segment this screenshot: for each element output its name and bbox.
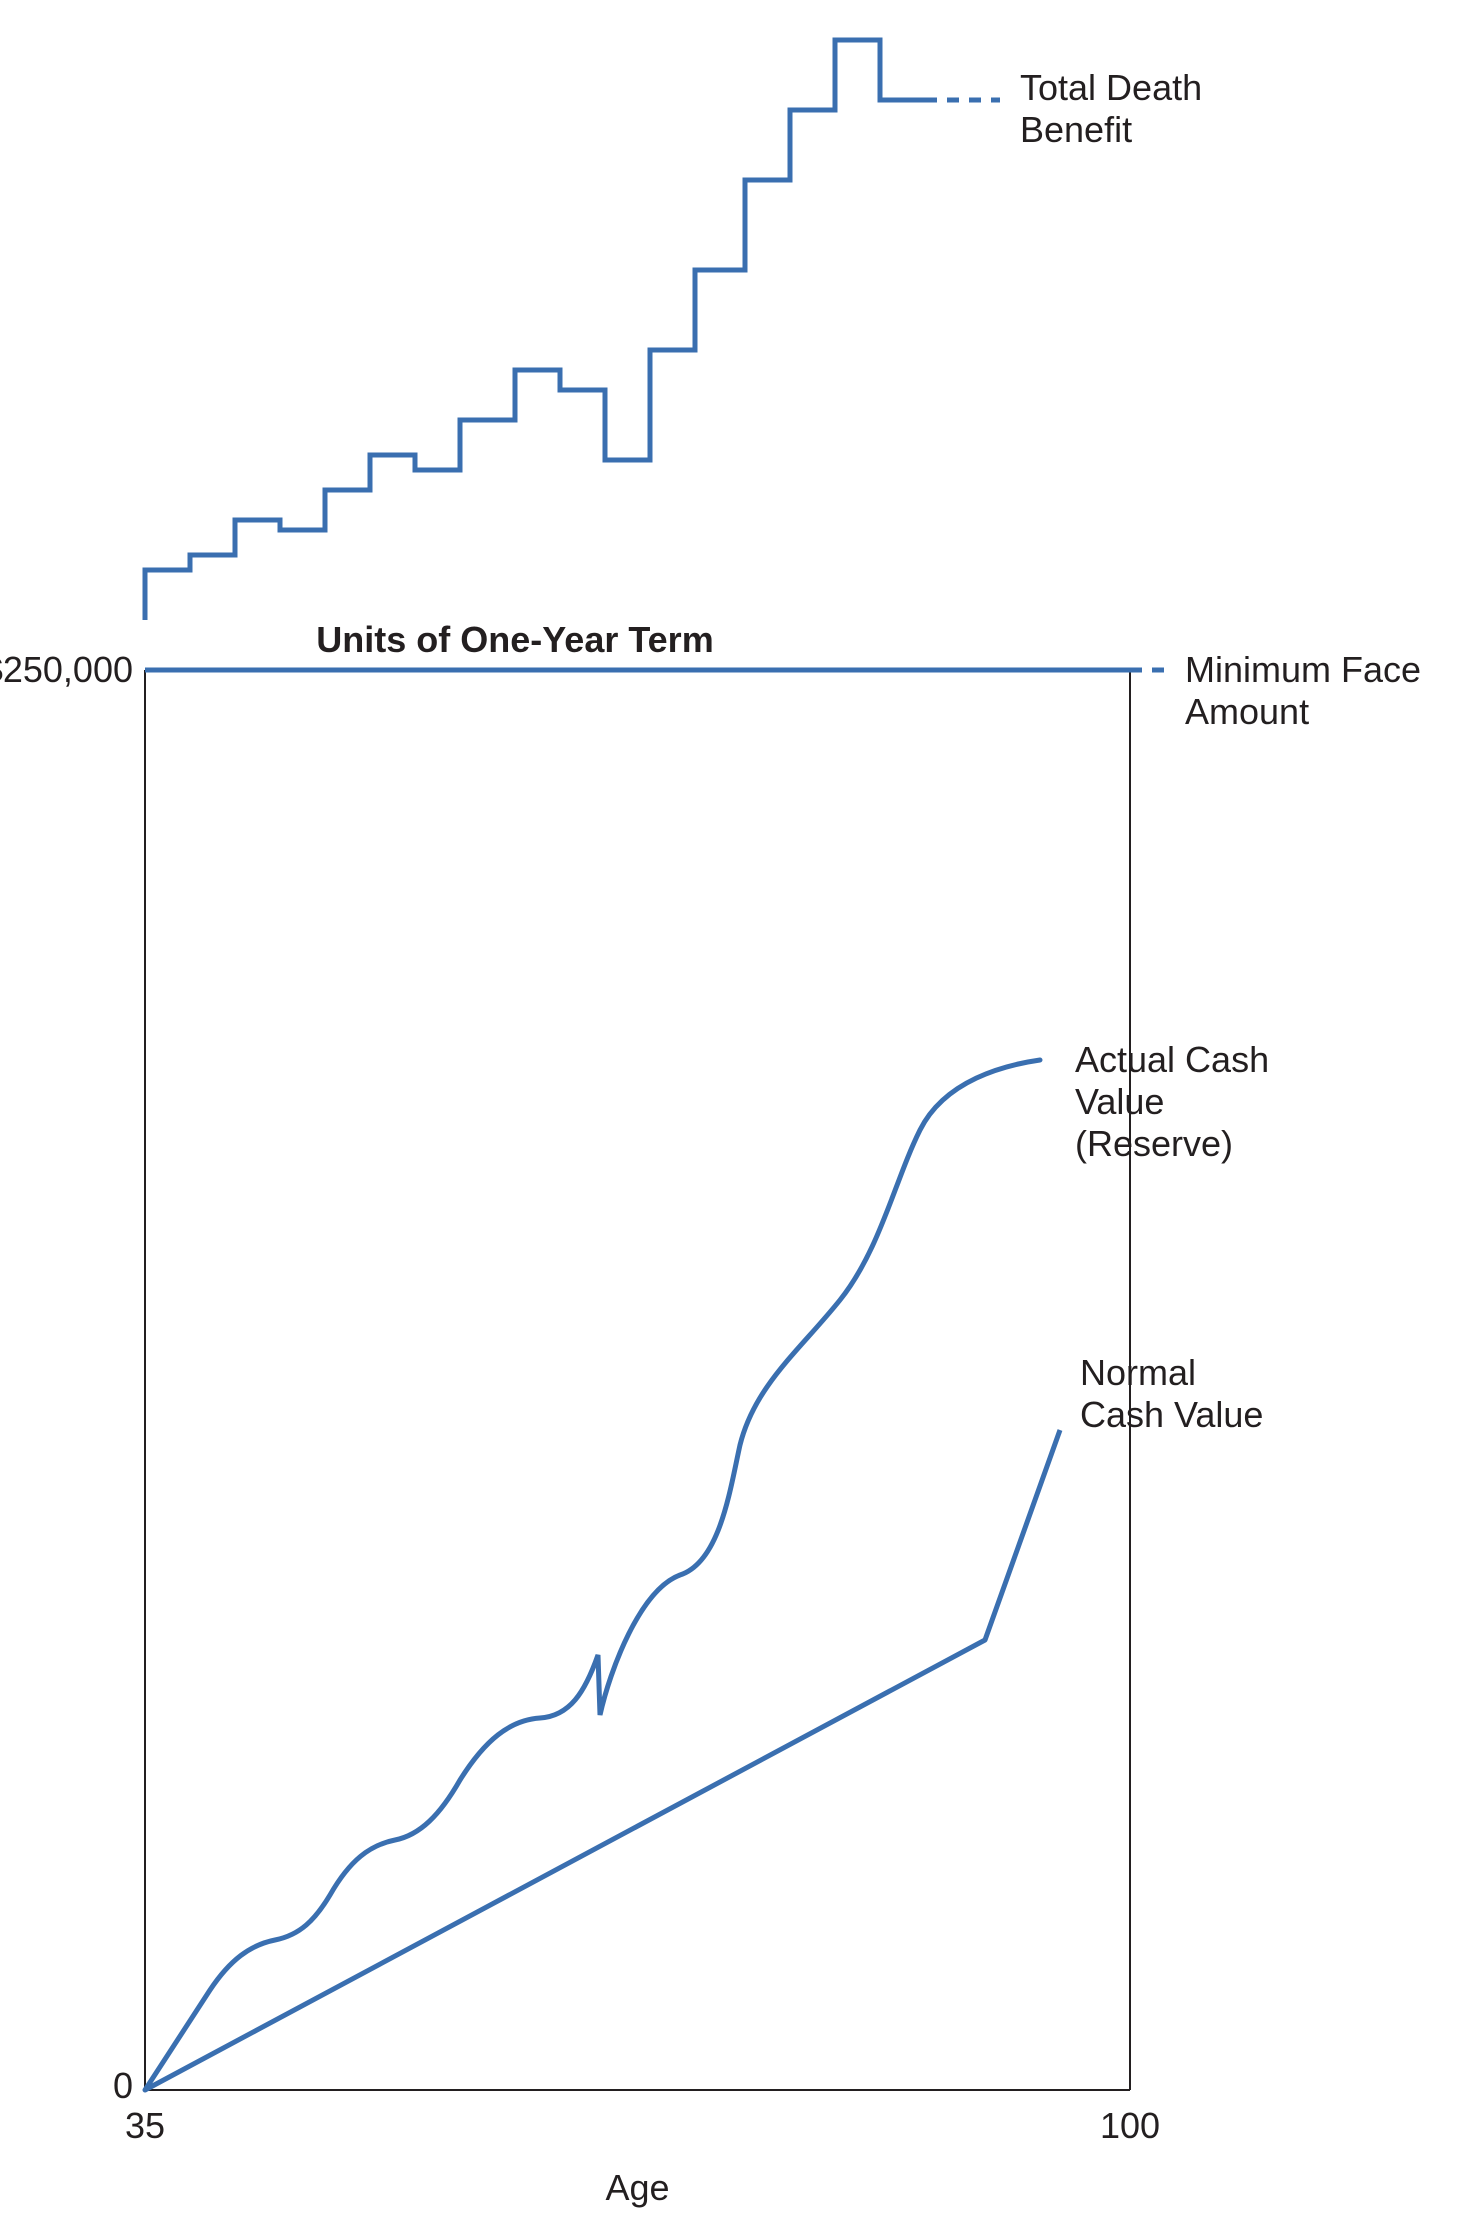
x-tick-35: 35 [125,2105,165,2146]
y-tick-0: 0 [113,2065,133,2106]
insurance-chart: $250,000 0 35 100 Age Units of One-Year … [0,0,1478,2220]
chart-svg: $250,000 0 35 100 Age Units of One-Year … [0,0,1478,2220]
total-death-benefit-line [145,40,1000,620]
units-of-one-year-term-label: Units of One-Year Term [316,619,713,660]
actual-cash-value-line [145,1060,1040,2090]
normal-cash-value-label: NormalCash Value [1080,1352,1263,1435]
minimum-face-amount-label: Minimum FaceAmount [1185,649,1421,732]
x-tick-100: 100 [1100,2105,1160,2146]
normal-cash-value-line [145,1430,1060,2090]
total-death-benefit-label: Total DeathBenefit [1020,67,1202,150]
axes [145,670,1130,2090]
x-axis-title: Age [605,2167,669,2208]
actual-cash-value-label: Actual CashValue(Reserve) [1075,1039,1269,1164]
y-tick-250000: $250,000 [0,649,133,690]
